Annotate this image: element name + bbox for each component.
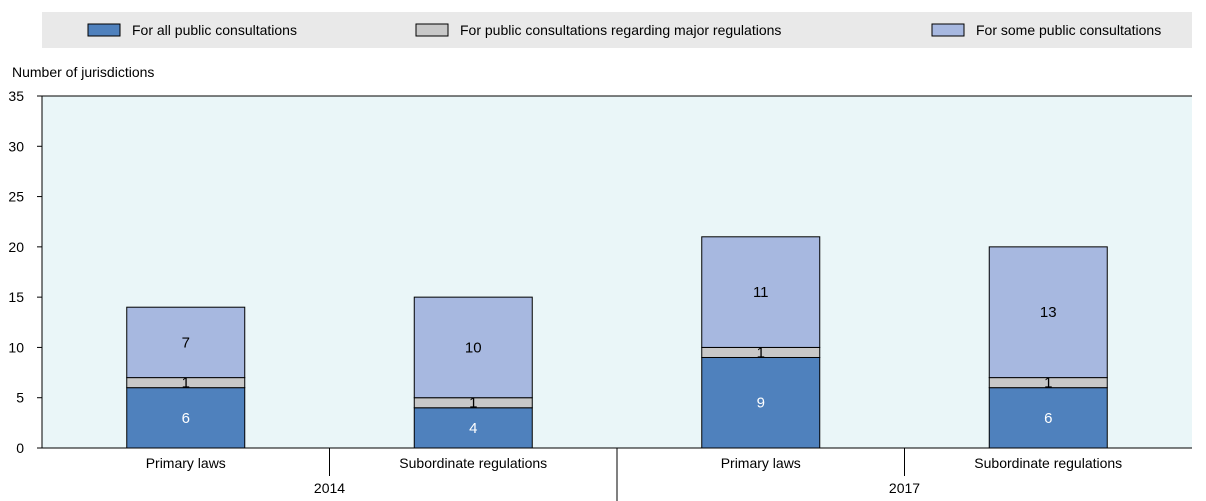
y-tick-label: 10 bbox=[8, 339, 24, 355]
y-tick-label: 0 bbox=[16, 440, 24, 456]
x-axis: Primary laws Subordinate regulations Prima… bbox=[42, 447, 1192, 501]
legend-swatch-3 bbox=[931, 23, 965, 37]
bar-segment-3 bbox=[126, 306, 246, 379]
y-tick-label: 5 bbox=[16, 390, 24, 406]
data-label: 6 bbox=[1044, 410, 1052, 427]
x-tick-label: Primary laws bbox=[146, 455, 226, 471]
legend-swatch-2 bbox=[415, 23, 449, 37]
data-label: 1 bbox=[757, 344, 765, 361]
bar-segment-3 bbox=[701, 236, 821, 348]
y-axis-label: Number of jurisdictions bbox=[12, 64, 154, 80]
y-tick-label: 35 bbox=[8, 88, 24, 104]
group-label: 2017 bbox=[889, 480, 920, 496]
legend: For all public consultations For public c… bbox=[87, 22, 1161, 38]
x-tick-label: Subordinate regulations bbox=[974, 455, 1122, 471]
y-tick-label: 25 bbox=[8, 189, 24, 205]
x-tick-label: Primary laws bbox=[721, 455, 801, 471]
data-label: 1 bbox=[182, 375, 190, 392]
y-tick-label: 15 bbox=[8, 289, 24, 305]
legend-label-2: For public consultations regarding major… bbox=[460, 22, 781, 38]
bar-segment-1 bbox=[701, 356, 821, 449]
legend-label-3: For some public consultations bbox=[976, 22, 1161, 38]
data-label: 13 bbox=[1040, 304, 1057, 321]
legend-swatch-1 bbox=[87, 23, 121, 37]
y-axis: 0 5 10 15 20 25 30 35 bbox=[8, 88, 1192, 456]
data-label: 1 bbox=[469, 395, 477, 412]
data-label: 11 bbox=[753, 284, 769, 301]
bar-segment-1 bbox=[988, 387, 1108, 449]
x-tick-label: Subordinate regulations bbox=[399, 455, 547, 471]
data-label: 4 bbox=[469, 420, 477, 437]
y-tick-label: 20 bbox=[8, 239, 24, 255]
data-label: 1 bbox=[1044, 375, 1052, 392]
data-label: 9 bbox=[757, 395, 765, 412]
legend-background bbox=[42, 12, 1192, 48]
legend-label-1: For all public consultations bbox=[132, 22, 297, 38]
data-label: 7 bbox=[182, 334, 190, 351]
group-label: 2014 bbox=[314, 480, 345, 496]
data-label: 6 bbox=[182, 410, 190, 427]
bar-segment-1 bbox=[413, 407, 533, 449]
bar-segment-3 bbox=[988, 246, 1108, 379]
bar-segment-3 bbox=[413, 296, 533, 399]
y-tick-label: 30 bbox=[8, 138, 24, 154]
data-label: 10 bbox=[465, 339, 482, 356]
